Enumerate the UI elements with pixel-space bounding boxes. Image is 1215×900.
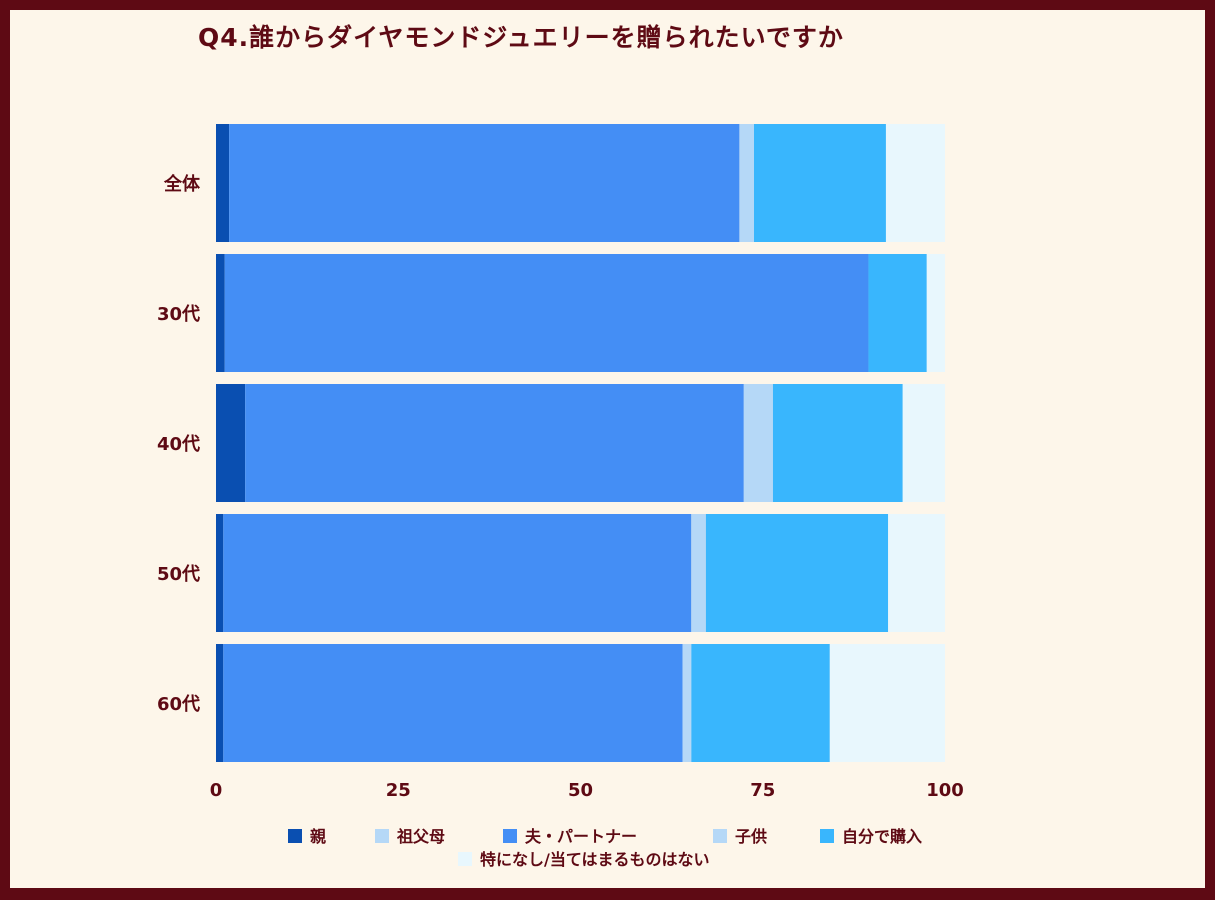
x-tick-label: 75 [750,780,775,801]
bar-segment-0-0 [216,124,230,242]
category-labels: 全体 30代 40代 50代 60代 [157,173,201,715]
bar-segment-0-3 [739,124,754,242]
legend-swatch [288,829,302,843]
legend-label: 自分で購入 [842,827,922,846]
bar-segment-1-5 [926,254,945,372]
x-tick-label: 100 [926,780,964,801]
chart-title: Q4.誰からダイヤモンドジュエリーを贈られたいですか [198,23,844,52]
bars-group [216,124,945,762]
bar-segment-4-5 [829,644,945,762]
bar-segment-2-2 [245,384,744,502]
bar-segment-1-2 [224,254,869,372]
bar-segment-0-5 [885,124,945,242]
bar-segment-4-2 [223,644,683,762]
legend-swatch [503,829,517,843]
legend-label: 特になし/当てはまるものはない [480,850,710,869]
bar-segment-2-0 [216,384,246,502]
legend-label: 夫・パートナー [525,827,637,846]
category-label: 40代 [157,434,200,455]
bar-segment-3-5 [888,514,945,632]
bar-segment-2-4 [772,384,903,502]
bar-segment-1-4 [868,254,927,372]
legend-label: 親 [310,827,326,846]
x-tick-label: 0 [210,780,223,801]
x-axis-ticks: 0 25 50 75 100 [210,780,964,801]
bar-segment-3-3 [691,514,706,632]
legend-label: 祖父母 [396,827,445,846]
bar-segment-4-4 [691,644,830,762]
bar-segment-4-0 [216,644,224,762]
bar-segment-0-2 [229,124,740,242]
category-label: 30代 [157,304,200,325]
legend-swatch [820,829,834,843]
bar-segment-2-3 [743,384,773,502]
x-tick-label: 25 [386,780,411,801]
bar-segment-3-4 [705,514,889,632]
bar-segment-1-0 [216,254,225,372]
legend-swatch [713,829,727,843]
category-label: 50代 [157,564,200,585]
bar-segment-0-4 [754,124,886,242]
bar-segment-3-0 [216,514,224,632]
bar-segment-3-2 [223,514,692,632]
legend-swatch [375,829,389,843]
category-label: 全体 [163,173,201,195]
category-label: 60代 [157,694,200,715]
legend-swatch [458,852,472,866]
legend-label: 子供 [735,827,767,846]
bar-segment-4-3 [682,644,692,762]
bar-segment-2-5 [902,384,945,502]
x-tick-label: 50 [568,780,593,801]
